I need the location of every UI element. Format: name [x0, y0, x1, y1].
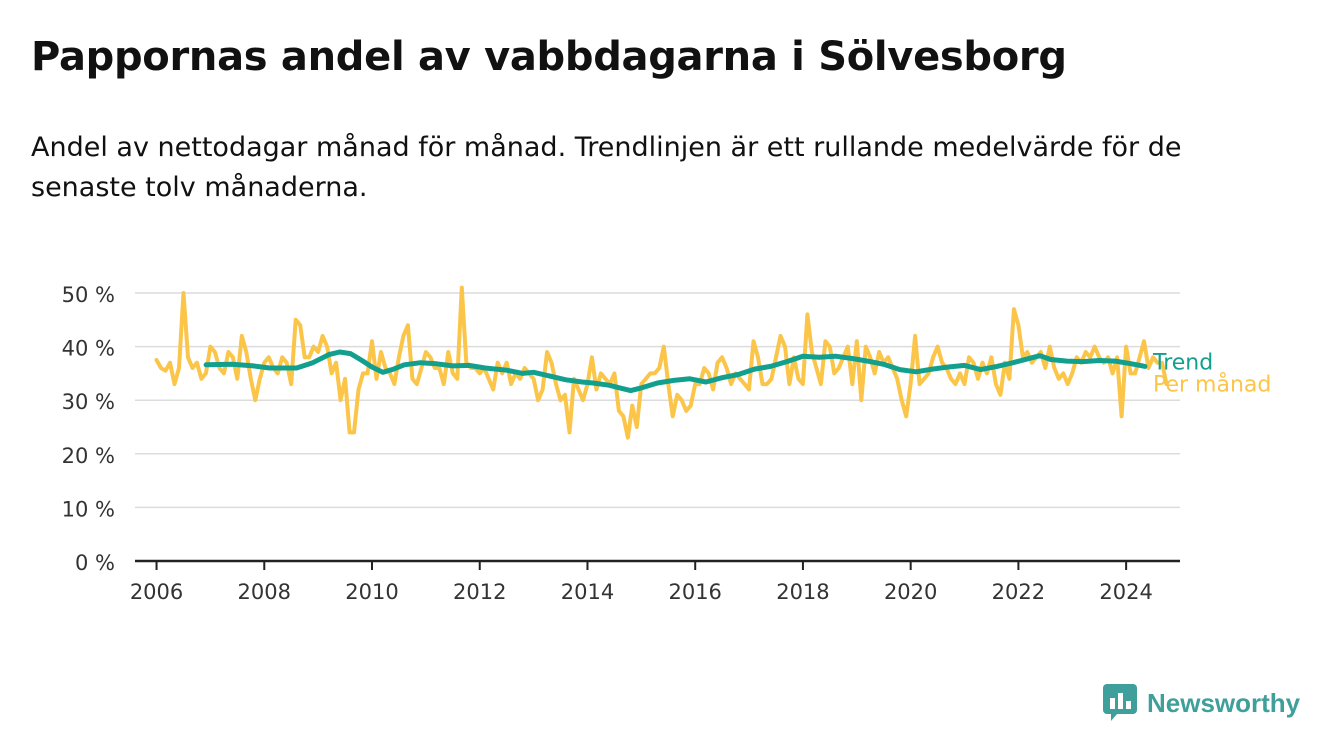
- x-tick-label: 2016: [668, 580, 721, 604]
- x-tick-label: 2012: [453, 580, 506, 604]
- y-tick-label: 50 %: [62, 283, 115, 307]
- brand-name: Newsworthy: [1147, 687, 1301, 718]
- y-tick-label: 0 %: [75, 551, 115, 575]
- y-axis-ticks: 0 % 10 % 20 % 30 % 40 % 50 %: [62, 283, 115, 575]
- bar-chart-logo-icon: [1103, 684, 1137, 721]
- x-tick-label: 2014: [561, 580, 614, 604]
- chart-title: Pappornas andel av vabbdagarna i Sölvesb…: [31, 34, 1067, 80]
- chart-subtitle: Andel av nettodagar månad för månad. Tre…: [31, 132, 1182, 203]
- x-tick-label: 2024: [1099, 580, 1152, 604]
- series-lines: [154, 285, 1169, 440]
- y-tick-label: 40 %: [62, 337, 115, 361]
- x-axis: [135, 559, 1180, 570]
- x-axis-ticks: 2006 2008 2010 2012 2014 2016 2018 2020 2022 2024: [130, 580, 1153, 604]
- y-tick-label: 20 %: [62, 444, 115, 468]
- y-tick-label: 30 %: [62, 390, 115, 414]
- x-tick-label: 2008: [238, 580, 291, 604]
- gridlines: [135, 292, 1180, 509]
- x-tick-label: 2018: [776, 580, 829, 604]
- y-tick-label: 10 %: [62, 497, 115, 521]
- monthly-end-label: Per månad: [1153, 371, 1271, 397]
- trend-series-line: [203, 349, 1148, 394]
- newsworthy-brand[interactable]: Newsworthy: [1103, 684, 1300, 722]
- x-tick-label: 2010: [345, 580, 398, 604]
- monthly-series-line: [154, 285, 1169, 440]
- trend-end-label: Trend: [1152, 350, 1213, 375]
- x-tick-label: 2020: [884, 580, 937, 604]
- x-tick-label: 2006: [130, 580, 183, 604]
- x-tick-label: 2022: [992, 580, 1045, 604]
